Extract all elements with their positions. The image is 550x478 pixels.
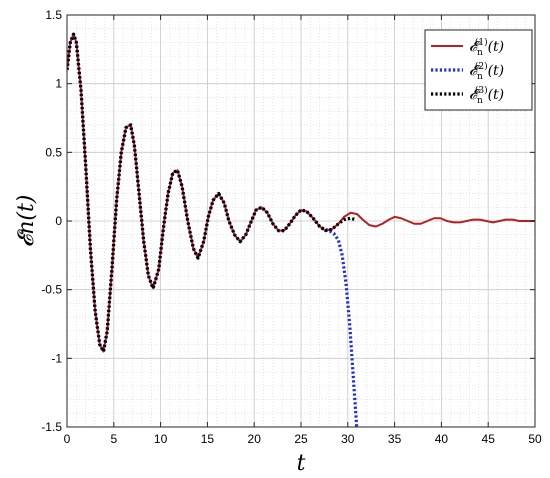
series-lines	[67, 32, 535, 427]
x-tick-label: 40	[435, 432, 449, 446]
legend: 𝓔n(1)(t) 𝓔n(2)(t) 𝓔n(3)(t)	[424, 29, 533, 111]
legend-label-2-arg: (t)	[488, 63, 505, 79]
y-tick-label: 1.5	[45, 8, 62, 22]
x-axis-label: t	[297, 451, 306, 476]
y-tick-label: 0.5	[45, 145, 62, 159]
legend-label-3: 𝓔n(3)(t)	[469, 85, 504, 106]
y-tick-label: -1.5	[41, 420, 62, 434]
legend-label-2: 𝓔n(2)(t)	[469, 61, 504, 82]
legend-label-2-sup: (2)	[475, 61, 488, 72]
legend-label-3-sup: (3)	[475, 85, 488, 96]
legend-label-2-sub: n	[477, 72, 483, 82]
y-tick-label: -0.5	[41, 283, 62, 297]
legend-label-1: 𝓔n(1)(t)	[469, 37, 504, 58]
legend-label-3-arg: (t)	[488, 87, 505, 103]
series-line-3	[67, 32, 356, 354]
legend-label-3-sub: n	[477, 96, 483, 106]
legend-label-1-sub: n	[477, 48, 483, 58]
x-tick-label: 0	[64, 432, 71, 446]
y-tick-label: 1	[55, 77, 62, 91]
x-tick-label: 30	[341, 432, 355, 446]
legend-box	[424, 29, 533, 111]
y-tick-label: -1	[51, 351, 62, 365]
y-axis-label: 𝓔n(t)	[14, 195, 39, 248]
x-tick-label: 15	[201, 432, 215, 446]
x-tick-label: 45	[482, 432, 496, 446]
legend-label-1-sup: (1)	[475, 37, 488, 48]
x-tick-label: 25	[294, 432, 308, 446]
x-tick-label: 20	[248, 432, 262, 446]
y-axis-label-symbol: 𝓔n(t)	[14, 195, 39, 248]
x-tick-label: 5	[110, 432, 117, 446]
y-tick-label: 0	[55, 214, 62, 228]
axis-ticks: 0 5 10 15 20 25 30 35 40 45 50 1.5 1 0.5 0 -0.5 -1 -1.5	[41, 8, 542, 446]
x-tick-label: 50	[528, 432, 542, 446]
x-tick-label: 35	[388, 432, 402, 446]
x-tick-label: 10	[154, 432, 168, 446]
legend-label-1-arg: (t)	[488, 39, 505, 55]
